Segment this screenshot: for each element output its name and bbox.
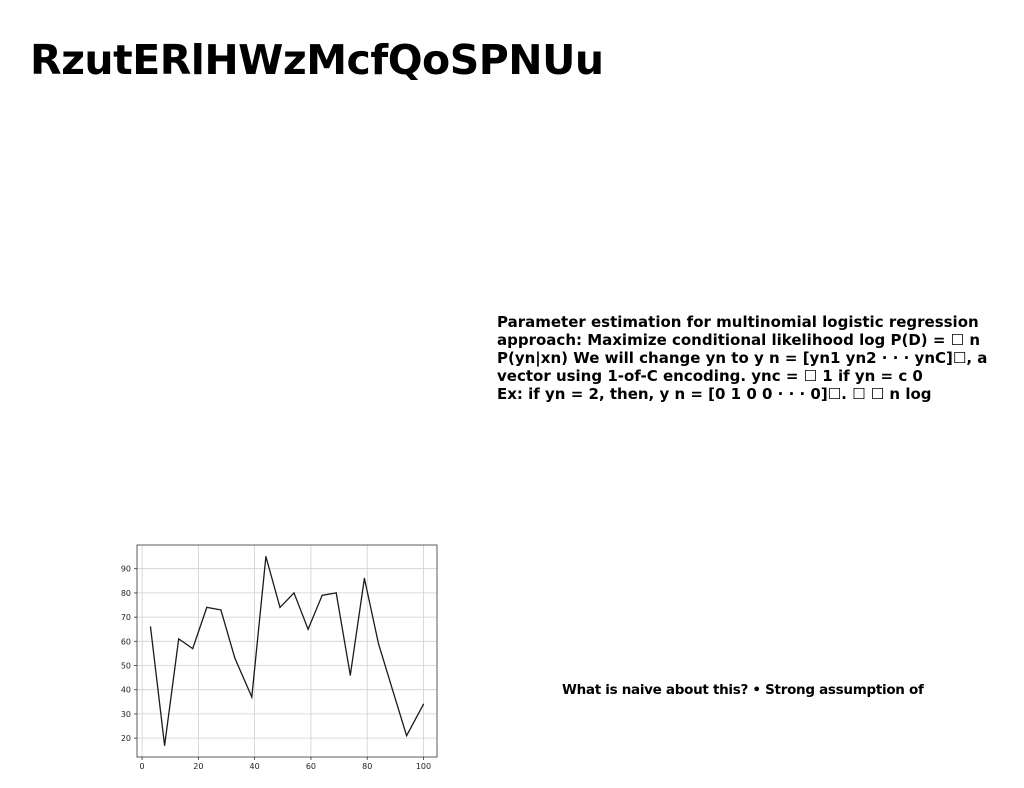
x-tick-label: 60	[306, 762, 316, 771]
data-point	[149, 626, 152, 628]
slide-title: RzutERlHWzMcfQoSPNUu	[30, 36, 604, 84]
data-point	[307, 628, 309, 630]
data-point	[164, 744, 166, 746]
y-tick-label: 50	[121, 662, 131, 671]
line-chart-svg: 0 20 40 60 80 100 20 30 40 50 60 70 80 90	[121, 544, 438, 771]
data-point	[178, 638, 180, 640]
data-point	[377, 643, 380, 645]
y-tick-label: 70	[121, 613, 131, 622]
data-point	[192, 648, 194, 650]
x-tick-label: 100	[416, 762, 431, 771]
data-point	[422, 703, 425, 705]
data-point	[335, 592, 337, 594]
data-point	[406, 735, 408, 737]
data-point	[293, 592, 295, 594]
data-point	[206, 606, 208, 608]
y-tick-label: 60	[121, 637, 131, 646]
body-line: vector using 1-of-C encoding. ync = ☐ 1 …	[497, 367, 923, 385]
y-tick-label: 30	[121, 710, 131, 719]
body-line: Parameter estimation for multinomial log…	[497, 313, 979, 331]
y-tick-label: 20	[121, 734, 131, 743]
y-tick-label: 40	[121, 686, 131, 695]
x-tick-label: 20	[193, 762, 203, 771]
x-tick-label: 40	[250, 762, 260, 771]
data-point	[391, 689, 394, 691]
y-tick-label: 90	[121, 565, 131, 574]
body-line: P(yn|xn) We will change yn to y n = [yn1…	[497, 349, 988, 367]
data-point	[349, 674, 351, 676]
data-point	[234, 657, 236, 659]
data-point	[265, 556, 267, 558]
slide-footnote: What is naive about this? • Strong assum…	[562, 682, 924, 698]
data-point	[363, 577, 365, 579]
x-tick-label: 0	[140, 762, 145, 771]
y-tick-label: 80	[121, 589, 131, 598]
slide-body-text: Parameter estimation for multinomial log…	[497, 313, 1024, 403]
data-point	[279, 606, 281, 608]
x-tick-label: 80	[362, 762, 372, 771]
plot-frame	[136, 544, 438, 758]
data-point	[251, 696, 253, 698]
series-line	[149, 556, 425, 746]
data-point	[220, 609, 222, 611]
body-line: approach: Maximize conditional likelihoo…	[497, 331, 980, 349]
line-chart: 0 20 40 60 80 100 20 30 40 50 60 70 80 90	[118, 538, 448, 774]
data-point	[321, 594, 323, 596]
body-line: Ex: if yn = 2, then, y n = [0 1 0 0 · · …	[497, 385, 932, 403]
